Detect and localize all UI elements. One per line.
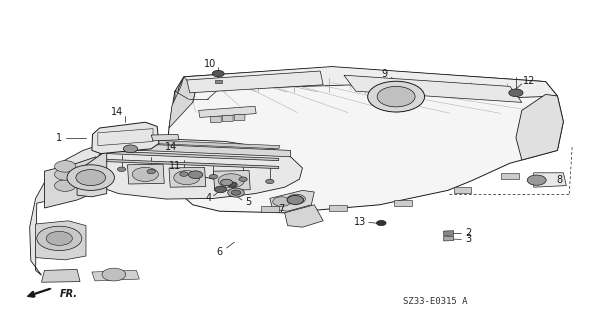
Text: 1: 1	[56, 133, 62, 143]
Polygon shape	[92, 270, 139, 281]
Text: 12: 12	[523, 76, 535, 86]
Polygon shape	[42, 269, 80, 282]
Polygon shape	[30, 146, 104, 275]
Text: 11: 11	[170, 161, 181, 172]
Polygon shape	[270, 190, 314, 211]
Text: 3: 3	[466, 234, 471, 244]
Circle shape	[266, 179, 274, 184]
Text: 5: 5	[245, 197, 251, 207]
Polygon shape	[169, 77, 196, 128]
Circle shape	[180, 172, 188, 176]
Polygon shape	[329, 205, 347, 211]
Text: 14: 14	[165, 141, 177, 152]
Circle shape	[215, 186, 227, 193]
Circle shape	[55, 161, 76, 172]
Circle shape	[368, 81, 425, 112]
Circle shape	[509, 89, 523, 97]
Polygon shape	[444, 231, 454, 236]
Circle shape	[212, 70, 224, 77]
Text: 13: 13	[355, 217, 366, 228]
Polygon shape	[107, 159, 279, 169]
Polygon shape	[394, 200, 412, 206]
Text: SZ33-E0315 A: SZ33-E0315 A	[403, 297, 468, 306]
Polygon shape	[344, 75, 522, 102]
Circle shape	[37, 226, 82, 251]
Circle shape	[174, 171, 200, 185]
Polygon shape	[169, 167, 206, 187]
Polygon shape	[234, 114, 245, 121]
Circle shape	[228, 182, 237, 187]
Circle shape	[287, 196, 304, 204]
Text: 8: 8	[557, 175, 563, 185]
Circle shape	[189, 171, 203, 179]
Circle shape	[76, 170, 106, 186]
Polygon shape	[104, 138, 280, 149]
Polygon shape	[444, 236, 454, 241]
Circle shape	[147, 169, 155, 174]
Polygon shape	[215, 80, 222, 83]
Polygon shape	[151, 134, 179, 141]
Circle shape	[239, 177, 247, 181]
Polygon shape	[213, 171, 250, 190]
Polygon shape	[187, 71, 323, 93]
Circle shape	[55, 180, 76, 191]
Text: 7: 7	[279, 204, 285, 214]
Polygon shape	[285, 205, 323, 227]
Polygon shape	[92, 139, 302, 199]
Polygon shape	[104, 142, 291, 157]
Circle shape	[288, 194, 305, 204]
Text: FR.: FR.	[59, 289, 77, 299]
Polygon shape	[77, 150, 107, 197]
Polygon shape	[127, 164, 164, 184]
Polygon shape	[166, 67, 563, 213]
Polygon shape	[92, 122, 159, 154]
Circle shape	[218, 174, 244, 188]
Circle shape	[228, 188, 244, 197]
Polygon shape	[261, 206, 279, 212]
Polygon shape	[211, 116, 221, 123]
Circle shape	[377, 220, 386, 226]
Circle shape	[102, 268, 126, 281]
Polygon shape	[501, 173, 519, 179]
Polygon shape	[516, 94, 563, 160]
Text: 14: 14	[111, 107, 123, 117]
Text: 4: 4	[206, 193, 212, 204]
Circle shape	[55, 169, 76, 180]
Polygon shape	[175, 90, 196, 109]
Circle shape	[123, 145, 138, 153]
Circle shape	[117, 167, 126, 172]
Circle shape	[231, 190, 241, 195]
Text: 9: 9	[381, 69, 387, 79]
Polygon shape	[534, 173, 566, 187]
Polygon shape	[107, 151, 279, 161]
Circle shape	[273, 197, 291, 206]
Circle shape	[209, 174, 218, 179]
Text: 6: 6	[216, 247, 222, 257]
Polygon shape	[199, 106, 256, 117]
Polygon shape	[222, 115, 233, 122]
Circle shape	[221, 179, 232, 186]
Circle shape	[527, 175, 546, 185]
Polygon shape	[178, 67, 557, 98]
Circle shape	[67, 165, 114, 190]
Polygon shape	[44, 157, 96, 208]
Polygon shape	[36, 221, 86, 260]
Circle shape	[377, 86, 415, 107]
Text: 10: 10	[205, 59, 216, 69]
Circle shape	[132, 167, 158, 181]
Polygon shape	[454, 187, 471, 193]
Circle shape	[46, 231, 72, 245]
Text: 2: 2	[466, 228, 471, 238]
